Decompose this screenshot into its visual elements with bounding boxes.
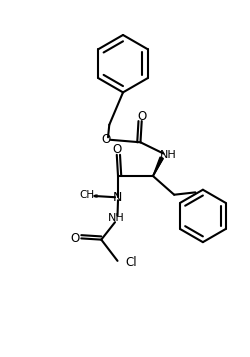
Text: NH: NH — [159, 150, 176, 160]
Text: NH: NH — [108, 213, 124, 223]
Text: O: O — [100, 133, 110, 146]
Text: Cl: Cl — [125, 256, 136, 268]
Polygon shape — [152, 157, 162, 176]
Text: N: N — [112, 191, 122, 204]
Text: O: O — [112, 143, 121, 156]
Text: CH₃: CH₃ — [79, 191, 98, 201]
Text: O: O — [70, 232, 80, 245]
Text: O: O — [136, 110, 146, 122]
